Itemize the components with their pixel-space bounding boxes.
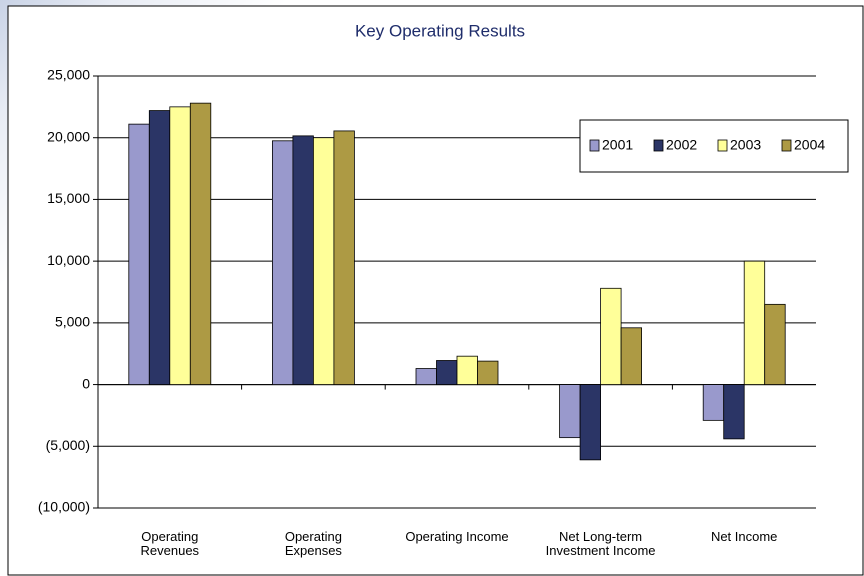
chart-title: Key Operating Results [355,21,525,40]
chart-border [7,5,864,576]
legend-swatch [781,139,792,152]
legend-swatch [589,139,600,152]
bar [415,368,437,385]
bar [189,102,212,385]
bar [620,327,642,385]
y-tick-label: 0 [82,375,90,391]
y-tick-label: (10,000) [38,499,90,515]
legend-swatch [717,139,728,152]
y-tick-label: (5,000) [46,437,90,453]
y-tick-label: 15,000 [47,190,90,206]
legend-label: 2002 [666,137,697,153]
bar [743,260,766,385]
x-tick-label: Net Income [710,529,778,544]
x-tick-label: Operating Revenues [140,529,200,558]
legend-box [579,119,849,173]
y-tick-label: 20,000 [47,128,90,144]
bar [600,287,622,385]
bar [723,384,745,440]
bar [128,123,150,385]
y-tick-label: 25,000 [47,67,90,83]
x-tick-label: Operating Income [405,529,509,544]
bar [764,303,786,385]
legend-label: 2004 [794,137,825,153]
bar [436,360,458,385]
bar [702,384,725,421]
legend-swatch [653,139,664,152]
bar [271,140,294,385]
bar [477,360,499,385]
bar [292,135,314,385]
y-tick-label: 10,000 [47,252,90,268]
y-tick-label: 5,000 [55,314,90,330]
x-tick-label: Net Long-term Investment Income [545,529,656,558]
bar [148,110,171,385]
bar [456,355,478,385]
x-tick-label: Operating Expenses [284,529,342,558]
legend-label: 2001 [602,137,633,153]
bar [333,130,355,385]
bar [579,384,601,461]
bar [312,137,335,385]
bar [169,106,191,385]
legend-label: 2003 [730,137,761,153]
bar [559,384,581,439]
